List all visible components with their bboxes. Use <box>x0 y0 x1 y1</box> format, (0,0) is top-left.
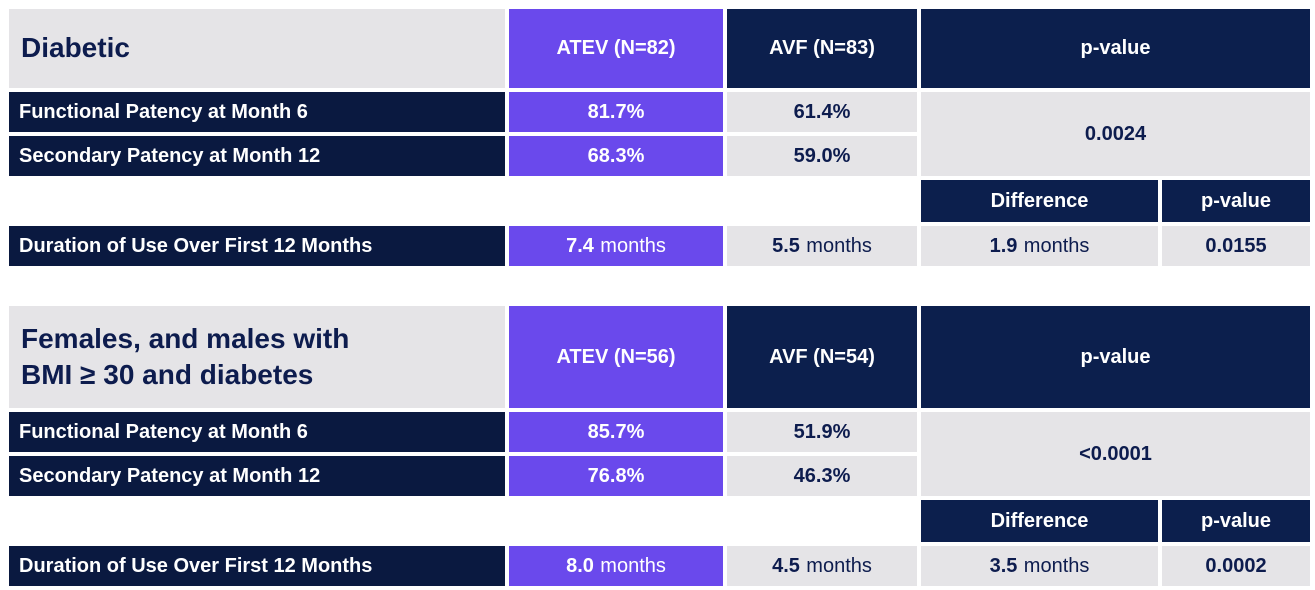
duration-avf: 4.5 months <box>727 546 917 586</box>
sub-pvalue-header: p-value <box>1162 180 1310 222</box>
duration-avf-number: 4.5 <box>772 554 800 577</box>
pvalue-column-header: p-value <box>921 9 1310 88</box>
difference-header: Difference <box>921 180 1158 222</box>
row-label-secondary-patency: Secondary Patency at Month 12 <box>9 136 505 176</box>
merged-pvalue: <0.0001 <box>921 412 1310 496</box>
duration-difference-unit: months <box>1023 234 1090 257</box>
duration-atev-number: 7.4 <box>566 234 594 257</box>
duration-avf: 5.5 months <box>727 226 917 266</box>
atev-column-header: ATEV (N=56) <box>509 306 723 408</box>
avf-value: 59.0% <box>727 136 917 176</box>
duration-difference: 3.5 months <box>921 546 1158 586</box>
row-label-functional-patency: Functional Patency at Month 6 <box>9 412 505 452</box>
avf-column-header: AVF (N=83) <box>727 9 917 88</box>
row-label-duration: Duration of Use Over First 12 Months <box>9 546 505 586</box>
duration-atev-unit: months <box>600 234 666 257</box>
duration-difference-unit: months <box>1023 554 1090 577</box>
subgroup-table: Females, and males with BMI ≥ 30 and dia… <box>9 306 1310 586</box>
avf-column-header: AVF (N=54) <box>727 306 917 408</box>
duration-atev-unit: months <box>600 554 666 577</box>
table-title: Females, and males with BMI ≥ 30 and dia… <box>9 306 505 408</box>
duration-avf-number: 5.5 <box>772 234 800 257</box>
duration-avf-unit: months <box>806 234 872 257</box>
atev-value: 81.7% <box>509 92 723 132</box>
atev-column-header: ATEV (N=82) <box>509 9 723 88</box>
avf-value: 46.3% <box>727 456 917 496</box>
duration-difference-number: 1.9 <box>989 234 1018 257</box>
duration-pvalue: 0.0002 <box>1162 546 1310 586</box>
difference-header: Difference <box>921 500 1158 542</box>
merged-pvalue: 0.0024 <box>921 92 1310 176</box>
table-title: Diabetic <box>9 9 505 88</box>
duration-avf-unit: months <box>806 554 872 577</box>
duration-pvalue: 0.0155 <box>1162 226 1310 266</box>
duration-atev-number: 8.0 <box>566 554 594 577</box>
sub-pvalue-header: p-value <box>1162 500 1310 542</box>
row-label-secondary-patency: Secondary Patency at Month 12 <box>9 456 505 496</box>
atev-value: 85.7% <box>509 412 723 452</box>
atev-value: 68.3% <box>509 136 723 176</box>
duration-atev: 8.0 months <box>509 546 723 586</box>
duration-difference: 1.9 months <box>921 226 1158 266</box>
atev-value: 76.8% <box>509 456 723 496</box>
avf-value: 61.4% <box>727 92 917 132</box>
row-label-functional-patency: Functional Patency at Month 6 <box>9 92 505 132</box>
avf-value: 51.9% <box>727 412 917 452</box>
pvalue-column-header: p-value <box>921 306 1310 408</box>
duration-difference-number: 3.5 <box>989 554 1018 577</box>
row-label-duration: Duration of Use Over First 12 Months <box>9 226 505 266</box>
diabetic-table: Diabetic ATEV (N=82) AVF (N=83) p-value … <box>9 9 1310 266</box>
duration-atev: 7.4 months <box>509 226 723 266</box>
